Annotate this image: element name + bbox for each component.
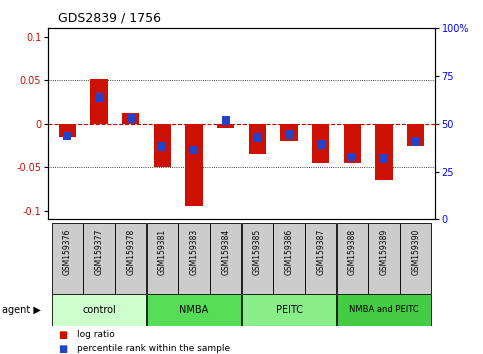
Bar (380, 154, 388, 163)
Bar (63, 132, 71, 141)
Text: GSM159387: GSM159387 (316, 229, 325, 275)
Bar (127, 114, 135, 123)
Bar (412, 137, 420, 145)
Bar (348, 153, 356, 161)
Bar (407, 124, 425, 145)
Bar (369, 223, 400, 294)
Text: NMBA and PEITC: NMBA and PEITC (349, 305, 419, 314)
Bar (337, 294, 431, 326)
Bar (249, 124, 266, 154)
Text: GDS2839 / 1756: GDS2839 / 1756 (58, 12, 161, 25)
Text: GSM159377: GSM159377 (95, 229, 103, 275)
Bar (242, 223, 273, 294)
Text: ■: ■ (58, 344, 67, 354)
Bar (217, 124, 234, 128)
Bar (337, 223, 368, 294)
Bar (343, 124, 361, 163)
Bar (317, 141, 325, 149)
Text: NMBA: NMBA (179, 305, 209, 315)
Bar (400, 223, 431, 294)
Bar (375, 124, 393, 181)
Text: percentile rank within the sample: percentile rank within the sample (77, 344, 230, 353)
Text: GSM159386: GSM159386 (284, 229, 294, 275)
Text: log ratio: log ratio (77, 330, 115, 339)
Text: PEITC: PEITC (275, 305, 302, 315)
Text: GSM159388: GSM159388 (348, 229, 357, 275)
Bar (147, 294, 242, 326)
Text: ■: ■ (58, 330, 67, 339)
Bar (185, 124, 203, 206)
Text: GSM159385: GSM159385 (253, 229, 262, 275)
Bar (312, 124, 329, 163)
Text: agent ▶: agent ▶ (2, 305, 41, 315)
Bar (95, 93, 103, 102)
Text: GSM159378: GSM159378 (126, 229, 135, 275)
Bar (147, 223, 178, 294)
Bar (154, 124, 171, 167)
Bar (305, 223, 336, 294)
Bar (90, 79, 108, 124)
Bar (285, 130, 293, 139)
Text: GSM159384: GSM159384 (221, 229, 230, 275)
Bar (190, 145, 198, 154)
Bar (83, 223, 114, 294)
Bar (158, 142, 166, 151)
Text: GSM159383: GSM159383 (189, 229, 199, 275)
Text: GSM159390: GSM159390 (411, 229, 420, 275)
Bar (115, 223, 146, 294)
Bar (254, 133, 261, 142)
Bar (242, 294, 336, 326)
Bar (58, 124, 76, 137)
Text: control: control (82, 305, 116, 315)
Bar (210, 223, 242, 294)
Text: GSM159381: GSM159381 (158, 229, 167, 275)
Bar (52, 294, 146, 326)
Bar (273, 223, 305, 294)
Bar (122, 114, 140, 124)
Text: GSM159376: GSM159376 (63, 229, 72, 275)
Bar (52, 223, 83, 294)
Bar (178, 223, 210, 294)
Text: GSM159389: GSM159389 (380, 229, 388, 275)
Bar (222, 116, 229, 125)
Bar (280, 124, 298, 141)
